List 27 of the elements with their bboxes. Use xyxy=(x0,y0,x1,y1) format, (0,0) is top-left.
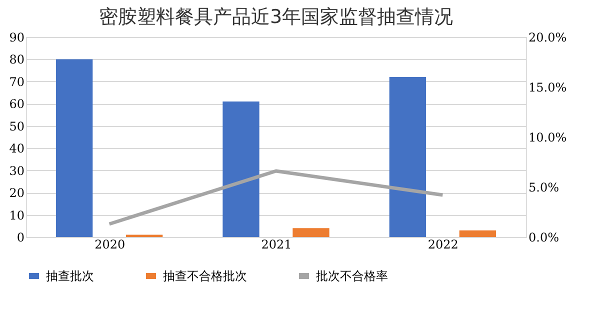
y2-tick-label: 20.0% xyxy=(528,30,567,44)
y-tick-label: 30 xyxy=(9,164,24,178)
y-tick-label: 10 xyxy=(9,208,24,222)
legend-label: 批次不合格率 xyxy=(316,269,388,283)
y-tick-label: 70 xyxy=(9,74,24,89)
legend-label: 抽查批次 xyxy=(46,269,94,283)
y-tick-label: 90 xyxy=(9,30,24,44)
bar xyxy=(292,228,330,237)
y2-tick-label: 5.0% xyxy=(528,180,559,194)
y2-tick-label: 15.0% xyxy=(528,80,567,94)
y-tick-label: 80 xyxy=(9,52,24,67)
y-tick-label: 40 xyxy=(9,142,24,156)
bar xyxy=(389,77,426,237)
bar xyxy=(222,101,260,237)
y2-tick-label: 10.0% xyxy=(528,130,567,144)
x-tick-label: 2021 xyxy=(261,238,292,252)
bar xyxy=(56,59,93,237)
x-tick-label: 2022 xyxy=(428,238,458,252)
y-tick-label: 0 xyxy=(16,230,24,244)
y-tick-label: 20 xyxy=(9,186,24,200)
bar xyxy=(459,230,496,237)
chart-title: 密胺塑料餐具产品近3年国家监督抽查情况 xyxy=(98,6,454,28)
y-tick-label: 50 xyxy=(9,119,24,134)
y2-tick-label: 0.0% xyxy=(528,230,559,244)
x-tick-label: 2020 xyxy=(94,238,126,252)
y-tick-label: 60 xyxy=(9,97,24,112)
legend-label: 抽查不合格批次 xyxy=(163,269,247,283)
